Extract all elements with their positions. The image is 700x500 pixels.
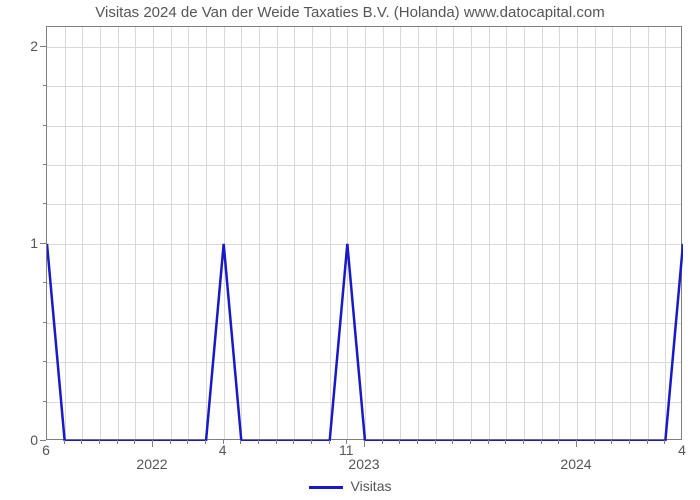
y-minor-tick-mark <box>43 282 46 283</box>
y-tick-mark <box>40 243 46 244</box>
x-minor-tick-mark <box>452 440 453 444</box>
y-tick-label: 2 <box>8 38 38 54</box>
x-minor-tick-mark <box>523 440 524 444</box>
legend-label: Visitas <box>351 478 392 494</box>
y-minor-tick-mark <box>43 203 46 204</box>
x-minor-tick-mark <box>594 440 595 444</box>
x-major-tick-mark <box>152 440 153 447</box>
y-minor-tick-mark <box>43 361 46 362</box>
x-minor-tick-mark <box>117 440 118 444</box>
x-minor-tick-mark <box>258 440 259 444</box>
x-minor-tick-mark <box>435 440 436 444</box>
x-year-label: 2023 <box>348 456 379 472</box>
x-minor-tick-mark <box>276 440 277 444</box>
x-minor-tick-mark <box>311 440 312 444</box>
x-year-label: 2022 <box>136 456 167 472</box>
y-tick-label: 0 <box>8 432 38 448</box>
x-minor-tick-mark <box>664 440 665 444</box>
x-minor-tick-mark <box>81 440 82 444</box>
x-value-label: 6 <box>42 442 50 458</box>
x-major-tick-mark <box>576 440 577 447</box>
y-minor-tick-mark <box>43 322 46 323</box>
line-series <box>47 27 683 441</box>
y-tick-mark <box>40 440 46 441</box>
chart-title: Visitas 2024 de Van der Weide Taxaties B… <box>0 4 700 21</box>
x-minor-tick-mark <box>329 440 330 444</box>
x-minor-tick-mark <box>187 440 188 444</box>
plot-area <box>46 26 682 440</box>
x-minor-tick-mark <box>99 440 100 444</box>
y-axis: 012 <box>0 26 46 440</box>
x-value-label: 4 <box>219 442 227 458</box>
y-minor-tick-mark <box>43 125 46 126</box>
y-minor-tick-mark <box>43 164 46 165</box>
x-minor-tick-mark <box>611 440 612 444</box>
y-minor-tick-mark <box>43 85 46 86</box>
x-major-tick-mark <box>364 440 365 447</box>
x-axis: 20222023202464114 <box>46 440 682 480</box>
y-tick-mark <box>40 46 46 47</box>
x-minor-tick-mark <box>293 440 294 444</box>
x-minor-tick-mark <box>417 440 418 444</box>
x-minor-tick-mark <box>240 440 241 444</box>
x-value-label: 4 <box>678 442 686 458</box>
y-minor-tick-mark <box>43 401 46 402</box>
x-value-label: 11 <box>339 442 354 458</box>
x-minor-tick-mark <box>134 440 135 444</box>
x-minor-tick-mark <box>558 440 559 444</box>
x-minor-tick-mark <box>205 440 206 444</box>
x-minor-tick-mark <box>170 440 171 444</box>
x-minor-tick-mark <box>399 440 400 444</box>
x-minor-tick-mark <box>470 440 471 444</box>
x-minor-tick-mark <box>488 440 489 444</box>
x-minor-tick-mark <box>382 440 383 444</box>
x-minor-tick-mark <box>505 440 506 444</box>
y-tick-label: 1 <box>8 235 38 251</box>
x-minor-tick-mark <box>64 440 65 444</box>
x-minor-tick-mark <box>629 440 630 444</box>
legend: Visitas <box>0 478 700 494</box>
x-minor-tick-mark <box>541 440 542 444</box>
x-year-label: 2024 <box>560 456 591 472</box>
x-minor-tick-mark <box>647 440 648 444</box>
legend-swatch <box>309 486 343 489</box>
